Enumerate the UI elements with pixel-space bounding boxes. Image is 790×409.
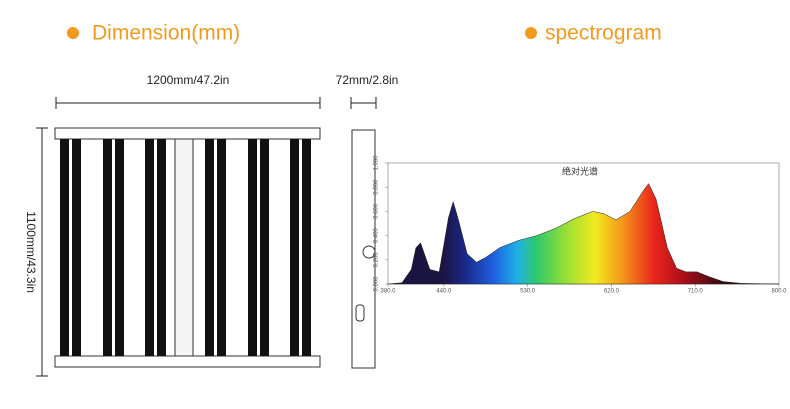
section-title: spectrogram: [545, 22, 662, 45]
x-tick-label: 800.0: [771, 289, 787, 295]
led-bar: [290, 139, 299, 356]
width-label: 1200mm/47.2in: [147, 73, 230, 87]
fixture-side: [351, 129, 376, 369]
x-tick-label: 380.0: [380, 289, 396, 295]
led-bar: [302, 139, 311, 356]
bullet: [67, 27, 79, 39]
y-tick-label: 0.400: [374, 227, 380, 243]
x-tick-label: 440.0: [436, 289, 452, 295]
fixture-front: [54, 127, 321, 368]
x-tick-label: 710.0: [688, 289, 704, 295]
y-tick-label: 0.800: [374, 179, 380, 195]
x-tick-label: 620.0: [604, 289, 620, 295]
height-label: 1100mm/43.3in: [24, 211, 38, 293]
bullet: [525, 27, 537, 39]
y-tick-label: 1.000: [374, 155, 380, 171]
y-tick-label: 0.200: [374, 252, 380, 268]
section-title: Dimension(mm): [92, 22, 240, 45]
led-bar: [103, 139, 112, 356]
y-tick-label: 0.000: [374, 276, 380, 292]
led-bar: [72, 139, 81, 356]
chart-title: 绝对光谱: [562, 165, 598, 176]
y-tick-label: 0.600: [374, 203, 380, 219]
led-bar: [60, 139, 69, 356]
dimension-line: [36, 97, 377, 377]
led-bar: [217, 139, 226, 356]
led-bar: [205, 139, 214, 356]
led-bar: [260, 139, 269, 356]
led-bar: [248, 139, 257, 356]
x-tick-label: 530.0: [520, 289, 536, 295]
led-bar: [157, 139, 166, 356]
depth-label: 72mm/2.8in: [336, 73, 399, 87]
led-bar: [145, 139, 154, 356]
led-bar: [115, 139, 124, 356]
spectrum-area: [387, 183, 780, 285]
